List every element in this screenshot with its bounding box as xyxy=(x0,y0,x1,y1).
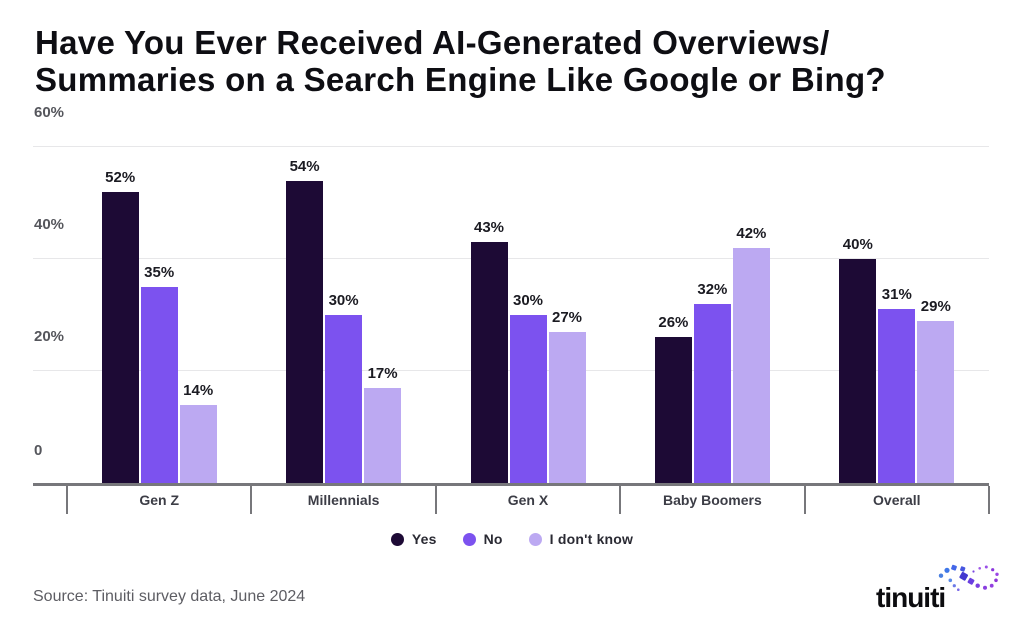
x-axis-category-millennials: Millennials xyxy=(307,492,380,508)
gridline-60 xyxy=(33,146,989,147)
bar-no: 30% xyxy=(509,292,547,483)
bar-value-label: 32% xyxy=(697,280,728,298)
legend-dot-icon xyxy=(390,532,404,546)
bar-value-label: 52% xyxy=(105,168,136,186)
bar-value-label: 42% xyxy=(736,224,767,242)
bar-value-label: 35% xyxy=(144,264,175,281)
bar-value-label: 26% xyxy=(658,314,689,332)
source-note: Source: Tinuiti survey data, June 2024 xyxy=(33,588,306,605)
x-axis-tick xyxy=(803,486,806,514)
legend-dot-icon xyxy=(528,532,542,546)
y-axis-label-40: 40% xyxy=(34,216,65,233)
bar-yes: 54% xyxy=(286,158,324,483)
plot-area: 60% 40% 20% 0 52% 35% 14% 54% 30% 17% 43% 30% 27% 26%… xyxy=(33,104,989,486)
bar-value-label: 40% xyxy=(842,236,873,253)
x-axis-band: Gen Z Millennials Gen X Baby Boomers Overall xyxy=(33,486,990,515)
x-axis-category-baby-boomers: Baby Boomers xyxy=(662,492,762,508)
bar-i-don-t-know: 29% xyxy=(917,298,955,483)
chart-title-line1: Have You Ever Received AI-Generated Over… xyxy=(35,24,830,61)
bar-value-label: 14% xyxy=(183,381,214,399)
y-axis-label-0: 0 xyxy=(34,442,43,459)
bar-yes: 52% xyxy=(101,169,139,483)
bar-group-baby-boomers: 26% 32% 42% xyxy=(654,130,770,483)
bar-value-label: 43% xyxy=(473,219,505,237)
bar-yes: 43% xyxy=(470,219,508,483)
x-axis-category-gen-z: Gen Z xyxy=(139,492,180,508)
x-axis-tick xyxy=(434,486,437,514)
x-axis-category-gen-x: Gen X xyxy=(507,492,549,508)
legend-label: I don't know xyxy=(549,531,634,547)
bar-yes: 40% xyxy=(839,236,877,483)
bar-no: 30% xyxy=(325,292,363,483)
bar-group-gen-x: 43% 30% 27% xyxy=(470,130,586,483)
legend-dot-icon xyxy=(462,532,476,546)
bar-no: 35% xyxy=(140,264,178,483)
legend-item-yes: Yes xyxy=(390,531,437,547)
legend-item-no: No xyxy=(462,531,503,547)
bar-value-label: 29% xyxy=(920,297,951,315)
tinuiti-infinity-dots-icon xyxy=(938,564,999,591)
bar-value-label: 31% xyxy=(881,286,912,304)
bar-i-don-t-know: 27% xyxy=(548,309,586,483)
bar-i-don-t-know: 17% xyxy=(364,365,402,483)
bar-value-label: 54% xyxy=(289,157,320,175)
x-axis-tick xyxy=(988,486,990,514)
bar-group-millennials: 54% 30% 17% xyxy=(286,130,402,483)
tinuiti-logo-text: tinuiti xyxy=(876,582,946,613)
bar-i-don-t-know: 42% xyxy=(732,225,770,483)
bar-value-label: 30% xyxy=(512,292,544,309)
legend-label: Yes xyxy=(411,531,437,547)
legend-label: No xyxy=(483,531,503,547)
bar-no: 31% xyxy=(878,286,916,483)
gridline-40 xyxy=(33,258,989,259)
bar-value-label: 17% xyxy=(367,364,398,382)
bar-i-don-t-know: 14% xyxy=(179,382,217,483)
bar-value-label: 30% xyxy=(328,292,359,309)
bar-group-overall: 40% 31% 29% xyxy=(839,130,955,483)
x-axis-category-overall: Overall xyxy=(873,492,921,508)
chart-title-line2: Summaries on a Search Engine Like Google… xyxy=(35,61,886,98)
x-axis-tick xyxy=(66,486,68,514)
bar-yes: 26% xyxy=(654,314,692,483)
y-axis-label-20: 20% xyxy=(34,328,65,345)
bar-value-label: 27% xyxy=(551,308,583,326)
tinuiti-logo: tinuiti xyxy=(876,564,1016,620)
y-axis-label-60: 60% xyxy=(34,104,65,121)
x-axis-tick xyxy=(619,486,622,514)
bar-group-gen-z: 52% 35% 14% xyxy=(101,130,217,483)
x-axis-tick xyxy=(250,486,253,514)
chart-title: Have You Ever Received AI-Generated Over… xyxy=(35,24,995,98)
legend: Yes No I don't know xyxy=(0,531,1024,547)
bar-no: 32% xyxy=(693,281,731,483)
legend-item-i-don-t-know: I don't know xyxy=(528,531,634,547)
